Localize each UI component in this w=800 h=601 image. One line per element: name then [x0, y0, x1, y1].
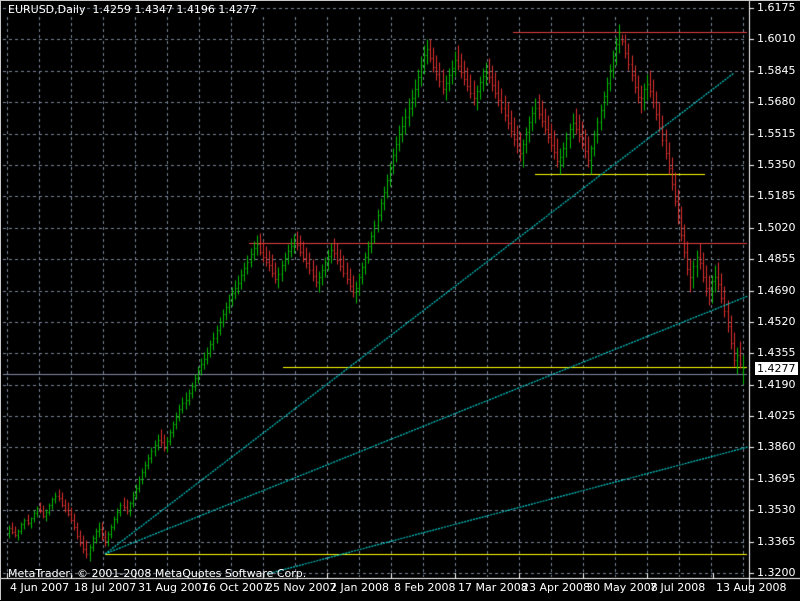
x-axis-tick-label: 13 Aug 2008: [716, 581, 787, 594]
y-axis-tick-label: 1.5350: [757, 158, 796, 171]
y-axis-tick-label: 1.4855: [757, 252, 796, 265]
y-axis-tick-label: 1.3695: [757, 472, 796, 485]
x-axis-tick-label: 7 Jul 2008: [650, 581, 706, 594]
x-axis-tick-label: 31 Aug 2007: [138, 581, 209, 594]
y-axis-tick-label: 1.5680: [757, 95, 796, 108]
y-axis-tick-label: 1.4025: [757, 409, 796, 422]
y-axis-tick-label: 1.5515: [757, 127, 796, 140]
copyright-label: MetaTrader, © 2001-2008 MetaQuotes Softw…: [8, 567, 307, 580]
y-axis-tick-label: 1.4355: [757, 346, 796, 359]
x-axis-tick-label: 18 Jul 2007: [74, 581, 137, 594]
y-axis-tick-label: 1.4190: [757, 378, 796, 391]
y-axis-tick-label: 1.5845: [757, 64, 796, 77]
y-axis-tick-label: 1.4520: [757, 315, 796, 328]
x-axis-tick-label: 30 May 2008: [586, 581, 658, 594]
y-axis-tick-label: 1.4690: [757, 284, 796, 297]
y-axis-tick-label: 1.3200: [757, 566, 796, 579]
current-price-tag: 1.4277: [755, 362, 798, 375]
x-axis-tick-label: 4 Jun 2007: [10, 581, 70, 594]
x-axis-tick-label: 23 Apr 2008: [522, 581, 591, 594]
x-axis-tick-label: 17 Mar 2008: [458, 581, 528, 594]
y-axis-tick-label: 1.3365: [757, 535, 796, 548]
y-axis-tick-label: 1.5020: [757, 221, 796, 234]
x-axis-tick-label: 16 Oct 2007: [202, 581, 271, 594]
x-axis-tick-label: 25 Nov 2007: [266, 581, 337, 594]
y-axis-tick-label: 1.6175: [757, 1, 796, 14]
y-axis-tick-label: 1.3530: [757, 503, 796, 516]
x-axis-tick-label: 8 Feb 2008: [394, 581, 456, 594]
x-axis-tick-label: 2 Jan 2008: [330, 581, 389, 594]
y-axis-tick-label: 1.5185: [757, 189, 796, 202]
y-axis-tick-label: 1.6010: [757, 32, 796, 45]
symbol-timeframe-ohlc-label: EURUSD,Daily 1.4259 1.4347 1.4196 1.4277: [8, 3, 257, 16]
y-axis-tick-label: 1.3860: [757, 440, 796, 453]
